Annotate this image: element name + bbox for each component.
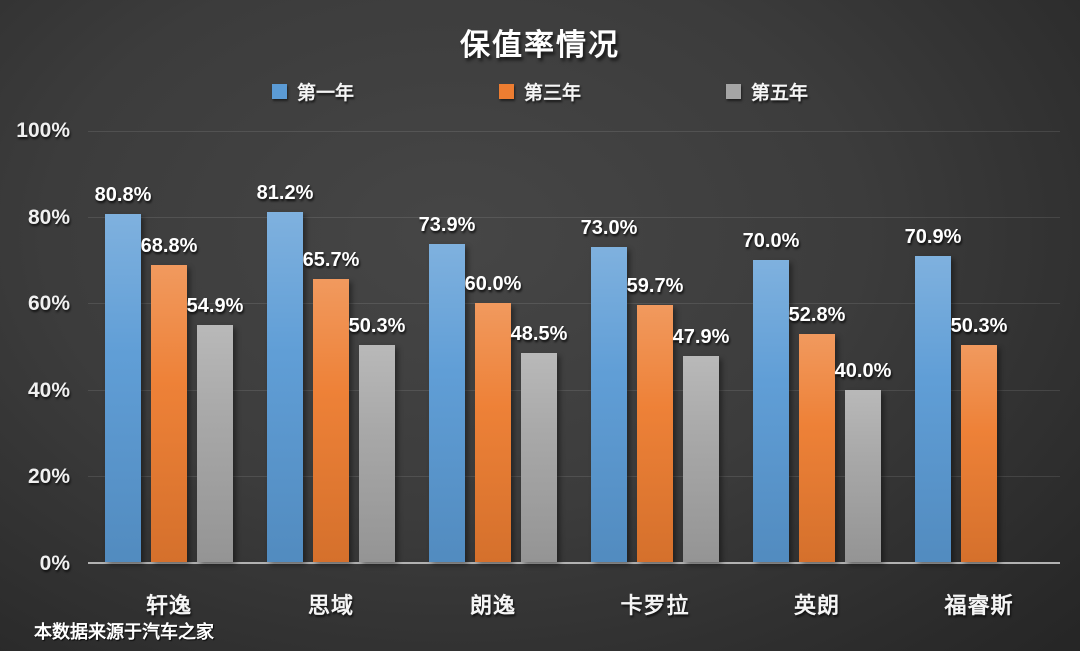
bar-series1-cat1: 65.7%: [303, 249, 359, 562]
bar-series2-cat1: 50.3%: [349, 315, 405, 562]
bar-value-label: 52.8%: [788, 304, 846, 327]
bar-series0-cat2: 73.9%: [419, 214, 475, 562]
y-tick-label: 0%: [39, 552, 70, 575]
legend-item-2: 第五年: [726, 78, 808, 105]
y-axis: 100% 80% 60% 40% 20% 0%: [0, 119, 76, 575]
bars-container: 81.2% 65.7% 50.3%: [257, 131, 405, 562]
y-tick-label: 80%: [27, 205, 70, 229]
bar-group-0: 80.8% 68.8% 54.9%: [88, 131, 250, 562]
gridline: [88, 131, 1060, 132]
legend-swatch-icon: [498, 84, 514, 99]
bars-container: 80.8% 68.8% 54.9%: [95, 131, 243, 562]
bar-value-label: 54.9%: [186, 295, 244, 318]
gridline: [88, 303, 1060, 305]
bar-series0-cat0: 80.8%: [95, 184, 151, 562]
bar-series1-cat4: 52.8%: [789, 304, 845, 562]
bar-series0-cat1: 81.2%: [257, 182, 313, 562]
legend-label: 第五年: [751, 83, 809, 104]
gridline: [88, 217, 1060, 219]
y-tick-label: 20%: [27, 465, 70, 489]
legend-item-0: 第一年: [271, 78, 354, 105]
bar-value-label: 73.0%: [580, 217, 638, 240]
y-tick-label: 100%: [16, 119, 70, 142]
bar-value-label: 70.0%: [742, 230, 800, 253]
bar-group-3: 73.0% 59.7% 47.9%: [574, 131, 736, 562]
bar-value-label: 47.9%: [672, 325, 730, 348]
bars-container: 70.9% 50.3%: [905, 131, 1043, 562]
bar-group-2: 73.9% 60.0% 48.5%: [412, 131, 574, 562]
x-label-1: 思域: [307, 593, 354, 618]
bar-series0-cat4: 70.0%: [743, 230, 799, 562]
x-label-2: 朗逸: [469, 593, 516, 618]
bar-value-label: 50.3%: [348, 315, 406, 338]
bar-value-label: 40.0%: [834, 359, 892, 382]
bar-value-label: 81.2%: [256, 182, 314, 205]
legend-swatch-icon: [726, 84, 741, 99]
y-tick-label: 60%: [27, 292, 70, 316]
gridline: [88, 475, 1060, 477]
bar-groups: 80.8% 68.8% 54.9% 81.2% 65.7% 50.3% 73.9% 60.0%…: [88, 131, 1060, 562]
bar-value-label: 50.3%: [950, 315, 1008, 338]
source-note: 本数据来源于汽车之家: [34, 622, 214, 642]
bar-value-label: 70.9%: [904, 226, 962, 249]
bars-container: 73.9% 60.0% 48.5%: [419, 131, 567, 562]
x-axis-labels: 轩逸 思域 朗逸 卡罗拉 英朗 福睿斯: [88, 588, 1060, 620]
bar-value-label: 80.8%: [94, 183, 152, 206]
bar-value-label: 59.7%: [626, 274, 684, 297]
bars-container: 73.0% 59.7% 47.9%: [581, 131, 729, 562]
bar-value-label: 68.8%: [140, 235, 198, 258]
bar-group-5: 70.9% 50.3%: [898, 131, 1060, 562]
bar-series0-cat5: 70.9%: [905, 226, 961, 562]
legend-label: 第三年: [523, 83, 581, 104]
bar-series2-cat0: 54.9%: [187, 295, 243, 562]
bar-value-label: 48.5%: [510, 322, 568, 345]
bar-value-label: 73.9%: [418, 213, 476, 236]
x-label-5: 福睿斯: [944, 593, 1014, 618]
y-tick-label: 40%: [27, 378, 70, 402]
bar-series1-cat5: 50.3%: [951, 315, 1007, 562]
bar-series1-cat2: 60.0%: [465, 273, 521, 562]
legend-item-1: 第三年: [498, 78, 581, 105]
bar-value-label: 65.7%: [302, 248, 360, 271]
bar-group-4: 70.0% 52.8% 40.0%: [736, 131, 898, 562]
legend: 第一年 第三年 第五年: [0, 78, 1080, 105]
x-label-4: 英朗: [793, 593, 840, 618]
bars-container: 70.0% 52.8% 40.0%: [743, 131, 891, 562]
bar-series1-cat0: 68.8%: [141, 235, 197, 562]
bar-series1-cat3: 59.7%: [627, 275, 683, 562]
x-label-0: 轩逸: [145, 593, 192, 618]
gridline: [88, 389, 1060, 391]
x-label-3: 卡罗拉: [620, 593, 690, 618]
bar-group-1: 81.2% 65.7% 50.3%: [250, 131, 412, 562]
chart-title: 保值率情况: [460, 29, 620, 62]
legend-label: 第一年: [296, 83, 354, 104]
bar-series0-cat3: 73.0%: [581, 217, 637, 562]
bar-series2-cat4: 40.0%: [835, 360, 891, 562]
bar-series2-cat2: 48.5%: [511, 323, 567, 562]
bar-series2-cat3: 47.9%: [673, 326, 729, 562]
legend-swatch-icon: [271, 84, 287, 99]
bar-value-label: 60.0%: [464, 273, 522, 296]
plot-area: 80.8% 68.8% 54.9% 81.2% 65.7% 50.3% 73.9% 60.0%…: [88, 131, 1060, 564]
